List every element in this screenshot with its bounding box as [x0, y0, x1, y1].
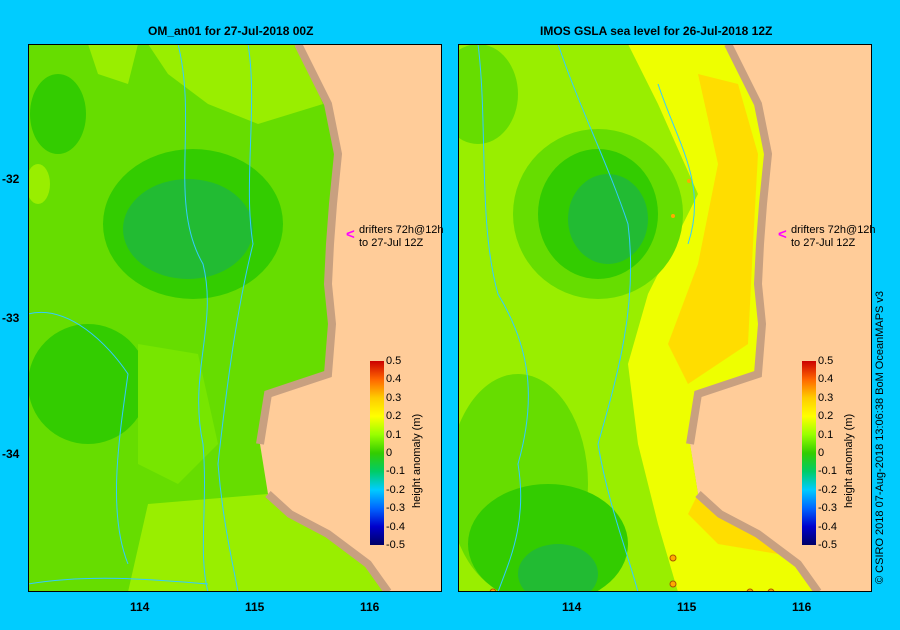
- x-tick-label: 115: [245, 600, 265, 614]
- y-tick-label: -34: [2, 447, 20, 461]
- x-tick-label: 116: [792, 600, 812, 614]
- drifter-arrow-icon: <: [346, 226, 355, 243]
- colorbar-tick-label: -0.2: [386, 483, 405, 496]
- left-drifters-label: drifters 72h@12h to 27-Jul 12Z: [359, 224, 444, 250]
- colorbar-tick-label: -0.1: [386, 465, 405, 478]
- colorbar-tick-label: -0.4: [386, 520, 405, 533]
- drifter-arrow-icon: <: [778, 226, 787, 243]
- y-tick-label: -32: [2, 172, 20, 186]
- colorbar-tick-label: 0.1: [386, 428, 402, 441]
- colorbar-tick-label: -0.4: [818, 520, 837, 533]
- left-map-panel[interactable]: [28, 44, 442, 592]
- x-tick-label: 116: [360, 600, 380, 614]
- drifters-line2: to 27-Jul 12Z: [359, 237, 424, 249]
- colorbar-tick-label: 0.5: [386, 355, 402, 367]
- left-map-title: OM_an01 for 27-Jul-2018 00Z: [148, 24, 314, 38]
- right-map-title: IMOS GSLA sea level for 26-Jul-2018 12Z: [540, 24, 773, 38]
- colorbar-tick-label: -0.3: [818, 502, 837, 515]
- left-colorbar-title: height anomaly (m): [411, 413, 423, 508]
- colorbar-tick-label: 0.4: [818, 373, 834, 386]
- colorbar-tick-label: -0.3: [386, 502, 405, 515]
- colorbar-tick-label: -0.2: [818, 483, 837, 496]
- left-sea-level-field: [28, 44, 442, 592]
- credit-text: © CSIRO 2018 07-Aug-2018 13:06:38 BoM Oc…: [874, 290, 886, 584]
- drifters-line1: drifters 72h@12h: [791, 224, 876, 236]
- colorbar-tick-label: 0.2: [818, 410, 834, 423]
- colorbar-tick-label: 0.2: [386, 410, 402, 423]
- colorbar-tick-label: 0.3: [386, 391, 402, 404]
- right-drifters-label: drifters 72h@12h to 27-Jul 12Z: [791, 224, 876, 250]
- colorbar-tick-label: -0.5: [386, 539, 405, 551]
- right-colorbar: [802, 361, 816, 545]
- colorbar-tick-label: -0.1: [818, 465, 837, 478]
- right-colorbar-title: height anomaly (m): [843, 413, 855, 508]
- colorbar-tick-label: 0: [386, 447, 393, 459]
- drifters-line2: to 27-Jul 12Z: [791, 237, 856, 249]
- colorbar-tick-label: 0.1: [818, 428, 834, 441]
- drifters-line1: drifters 72h@12h: [359, 224, 444, 236]
- x-tick-label: 115: [677, 600, 697, 614]
- x-tick-label: 114: [130, 600, 150, 614]
- colorbar-tick-label: 0.3: [818, 391, 834, 404]
- colorbar-tick-label: -0.5: [818, 539, 837, 551]
- colorbar-tick-label: 0.5: [818, 355, 834, 367]
- colorbar-tick-label: 0.4: [386, 373, 402, 386]
- left-colorbar: [370, 361, 384, 545]
- y-tick-label: -33: [2, 311, 20, 325]
- colorbar-tick-label: 0: [818, 447, 825, 459]
- right-sea-level-field: [458, 44, 872, 592]
- x-tick-label: 114: [562, 600, 582, 614]
